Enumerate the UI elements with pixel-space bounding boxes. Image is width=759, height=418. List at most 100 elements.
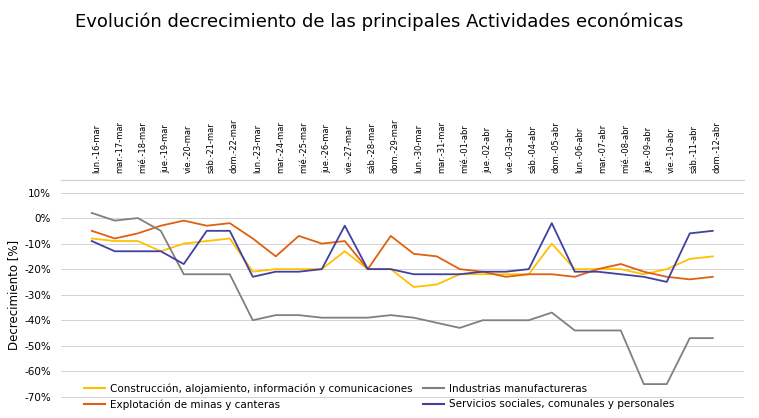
Construcción, alojamiento, información y comunicaciones — [594, 267, 603, 272]
Servicios sociales, comunales y personales — [386, 267, 395, 272]
Industrias manufactureras — [317, 315, 326, 320]
Explotación de minas y canteras — [547, 272, 556, 277]
Industrias manufactureras — [501, 318, 510, 323]
Construcción, alojamiento, información y comunicaciones — [547, 241, 556, 246]
Explotación de minas y canteras — [685, 277, 694, 282]
Construcción, alojamiento, información y comunicaciones — [708, 254, 717, 259]
Servicios sociales, comunales y personales — [708, 228, 717, 233]
Construcción, alojamiento, información y comunicaciones — [432, 282, 441, 287]
Industrias manufactureras — [639, 382, 648, 387]
Explotación de minas y canteras — [455, 267, 465, 272]
Construcción, alojamiento, información y comunicaciones — [524, 272, 534, 277]
Servicios sociales, comunales y personales — [409, 272, 418, 277]
Servicios sociales, comunales y personales — [432, 272, 441, 277]
Servicios sociales, comunales y personales — [248, 274, 257, 279]
Construcción, alojamiento, información y comunicaciones — [409, 285, 418, 290]
Servicios sociales, comunales y personales — [662, 279, 671, 284]
Explotación de minas y canteras — [134, 231, 143, 236]
Industrias manufactureras — [340, 315, 349, 320]
Explotación de minas y canteras — [639, 269, 648, 274]
Servicios sociales, comunales y personales — [225, 228, 235, 233]
Explotación de minas y canteras — [524, 272, 534, 277]
Construcción, alojamiento, información y comunicaciones — [340, 249, 349, 254]
Industrias manufactureras — [156, 228, 165, 233]
Explotación de minas y canteras — [317, 241, 326, 246]
Construcción, alojamiento, información y comunicaciones — [87, 236, 96, 241]
Servicios sociales, comunales y personales — [156, 249, 165, 254]
Explotación de minas y canteras — [110, 236, 119, 241]
Construcción, alojamiento, información y comunicaciones — [179, 241, 188, 246]
Servicios sociales, comunales y personales — [547, 221, 556, 226]
Construcción, alojamiento, información y comunicaciones — [156, 249, 165, 254]
Servicios sociales, comunales y personales — [317, 267, 326, 272]
Construcción, alojamiento, información y comunicaciones — [639, 272, 648, 277]
Explotación de minas y canteras — [202, 223, 211, 228]
Industrias manufactureras — [225, 272, 235, 277]
Servicios sociales, comunales y personales — [202, 228, 211, 233]
Industrias manufactureras — [179, 272, 188, 277]
Industrias manufactureras — [662, 382, 671, 387]
Construcción, alojamiento, información y comunicaciones — [248, 269, 257, 274]
Legend: Construcción, alojamiento, información y comunicaciones, Explotación de minas y : Construcción, alojamiento, información y… — [81, 380, 678, 413]
Line: Industrias manufactureras: Industrias manufactureras — [92, 213, 713, 384]
Construcción, alojamiento, información y comunicaciones — [225, 236, 235, 241]
Text: Evolución decrecimiento de las principales Actividades económicas: Evolución decrecimiento de las principal… — [75, 13, 684, 31]
Construcción, alojamiento, información y comunicaciones — [501, 272, 510, 277]
Explotación de minas y canteras — [432, 254, 441, 259]
Construcción, alojamiento, información y comunicaciones — [202, 239, 211, 244]
Industrias manufactureras — [364, 315, 373, 320]
Construcción, alojamiento, información y comunicaciones — [294, 267, 304, 272]
Explotación de minas y canteras — [248, 236, 257, 241]
Industrias manufactureras — [616, 328, 625, 333]
Servicios sociales, comunales y personales — [570, 269, 579, 274]
Servicios sociales, comunales y personales — [110, 249, 119, 254]
Construcción, alojamiento, información y comunicaciones — [478, 272, 487, 277]
Explotación de minas y canteras — [708, 274, 717, 279]
Industrias manufactureras — [685, 336, 694, 341]
Construcción, alojamiento, información y comunicaciones — [685, 256, 694, 261]
Industrias manufactureras — [87, 210, 96, 215]
Construcción, alojamiento, información y comunicaciones — [386, 267, 395, 272]
Servicios sociales, comunales y personales — [639, 274, 648, 279]
Servicios sociales, comunales y personales — [478, 269, 487, 274]
Construcción, alojamiento, información y comunicaciones — [455, 272, 465, 277]
Explotación de minas y canteras — [501, 274, 510, 279]
Explotación de minas y canteras — [271, 254, 280, 259]
Explotación de minas y canteras — [225, 221, 235, 226]
Servicios sociales, comunales y personales — [364, 267, 373, 272]
Servicios sociales, comunales y personales — [524, 267, 534, 272]
Servicios sociales, comunales y personales — [616, 272, 625, 277]
Servicios sociales, comunales y personales — [87, 239, 96, 244]
Industrias manufactureras — [386, 313, 395, 318]
Explotación de minas y canteras — [616, 262, 625, 267]
Industrias manufactureras — [271, 313, 280, 318]
Construcción, alojamiento, información y comunicaciones — [662, 267, 671, 272]
Line: Construcción, alojamiento, información y comunicaciones: Construcción, alojamiento, información y… — [92, 239, 713, 287]
Servicios sociales, comunales y personales — [501, 269, 510, 274]
Servicios sociales, comunales y personales — [594, 269, 603, 274]
Construcción, alojamiento, información y comunicaciones — [570, 267, 579, 272]
Industrias manufactureras — [708, 336, 717, 341]
Industrias manufactureras — [134, 216, 143, 221]
Industrias manufactureras — [202, 272, 211, 277]
Industrias manufactureras — [110, 218, 119, 223]
Line: Explotación de minas y canteras: Explotación de minas y canteras — [92, 221, 713, 279]
Industrias manufactureras — [248, 318, 257, 323]
Construcción, alojamiento, información y comunicaciones — [271, 267, 280, 272]
Explotación de minas y canteras — [386, 233, 395, 238]
Industrias manufactureras — [478, 318, 487, 323]
Servicios sociales, comunales y personales — [455, 272, 465, 277]
Line: Servicios sociales, comunales y personales: Servicios sociales, comunales y personal… — [92, 223, 713, 282]
Industrias manufactureras — [294, 313, 304, 318]
Industrias manufactureras — [524, 318, 534, 323]
Explotación de minas y canteras — [570, 274, 579, 279]
Explotación de minas y canteras — [662, 274, 671, 279]
Explotación de minas y canteras — [409, 251, 418, 256]
Explotación de minas y canteras — [179, 218, 188, 223]
Servicios sociales, comunales y personales — [685, 231, 694, 236]
Industrias manufactureras — [594, 328, 603, 333]
Industrias manufactureras — [409, 315, 418, 320]
Servicios sociales, comunales y personales — [134, 249, 143, 254]
Explotación de minas y canteras — [340, 239, 349, 244]
Explotación de minas y canteras — [156, 223, 165, 228]
